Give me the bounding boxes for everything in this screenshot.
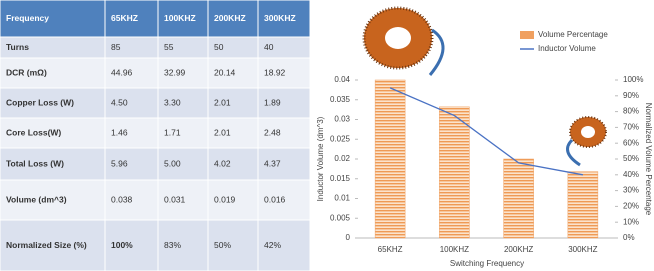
- y2-tick-label: 80%: [623, 107, 639, 116]
- table: Frequency 65KHZ 100KHZ 200KHZ 300KHZ Turns 85 5…: [0, 0, 310, 271]
- cell-text: Turns: [6, 42, 29, 52]
- y-tick-label: 0.03: [334, 115, 350, 124]
- cell-text: 5.96: [111, 158, 128, 168]
- cell-text: 1.71: [164, 127, 181, 137]
- cell-text: Volume (dm^3): [6, 194, 67, 204]
- y-axis-title: Inductor Volume (dm^3): [316, 116, 325, 201]
- header-text: 65KHZ: [111, 13, 138, 23]
- cell-text: 50%: [214, 240, 231, 250]
- y2-tick-label: 30%: [623, 186, 639, 195]
- cell-text: 5.00: [164, 158, 181, 168]
- bar: [439, 107, 469, 238]
- cell-text: 100%: [111, 240, 133, 250]
- bar: [504, 159, 534, 238]
- x-tick-label: 100KHZ: [440, 245, 469, 254]
- page: Frequency 65KHZ 100KHZ 200KHZ 300KHZ Turns 85 5…: [0, 0, 654, 271]
- cell-text: 0.038: [111, 194, 133, 204]
- y-tick-label: 0.04: [334, 75, 350, 84]
- cell-text: 85: [111, 42, 121, 52]
- y2-tick-label: 40%: [623, 170, 639, 179]
- y-tick-label: 0.01: [334, 194, 350, 203]
- cell-text: 4.50: [111, 97, 128, 107]
- y-tick-label: 0.005: [330, 213, 351, 222]
- cell-text: 18.92: [264, 67, 286, 77]
- cell-text: 2.01: [214, 127, 231, 137]
- cell-text: 2.01: [214, 97, 231, 107]
- cell-text: 2.48: [264, 127, 281, 137]
- cell-text: Normalized Size (%): [6, 240, 87, 250]
- cell-text: 0.019: [214, 194, 236, 204]
- cell-text: 4.37: [264, 158, 281, 168]
- cell-text: 40: [264, 42, 274, 52]
- y2-tick-label: 20%: [623, 202, 639, 211]
- x-tick-label: 65KHZ: [378, 245, 403, 254]
- header-text: Frequency: [6, 13, 49, 23]
- cell-text: 20.14: [214, 67, 236, 77]
- cell-text: 0.031: [164, 194, 186, 204]
- line: [390, 88, 583, 175]
- header-text: 200KHZ: [214, 13, 246, 23]
- cell-text: 1.46: [111, 127, 128, 137]
- y2-tick-label: 60%: [623, 138, 639, 147]
- cell-text: 44.96: [111, 67, 133, 77]
- y-tick-label: 0: [346, 233, 351, 242]
- legend-label: Inductor Volume: [538, 44, 596, 53]
- cell-text: 50: [214, 42, 224, 52]
- bar: [568, 172, 598, 238]
- cell-text: Total Loss (W): [6, 158, 64, 168]
- cell-text: 55: [164, 42, 174, 52]
- y2-tick-label: 50%: [623, 154, 639, 163]
- y2-tick-label: 0%: [623, 233, 635, 242]
- x-axis-title: Switching Frequency: [450, 259, 524, 268]
- cell-text: 42%: [264, 240, 281, 250]
- cell-text: 0.016: [264, 194, 286, 204]
- x-tick-label: 200KHZ: [504, 245, 533, 254]
- header-text: 300KHZ: [264, 13, 296, 23]
- y-tick-label: 0.035: [330, 95, 351, 104]
- header-text: 100KHZ: [164, 13, 196, 23]
- y2-axis-title: Normalized Volume Percentage: [644, 103, 653, 216]
- cell-text: 1.89: [264, 97, 281, 107]
- chart: Inductor Volume (dm^3) Normalized Volume…: [316, 30, 653, 268]
- x-tick-label: 300KHZ: [568, 245, 597, 254]
- y2-tick-label: 70%: [623, 123, 639, 132]
- y2-tick-label: 90%: [623, 91, 639, 100]
- legend-label: Volume Percentage: [538, 30, 608, 39]
- cell-text: Core Loss(W): [6, 127, 61, 137]
- cell-text: 83%: [164, 240, 181, 250]
- cell-text: 3.30: [164, 97, 181, 107]
- y-tick-label: 0.02: [334, 154, 350, 163]
- cell-text: Copper Loss (W): [6, 97, 74, 107]
- y2-tick-label: 10%: [623, 217, 639, 226]
- y2-tick-label: 100%: [623, 75, 643, 84]
- y-tick-label: 0.015: [330, 174, 351, 183]
- cell-text: 4.02: [214, 158, 231, 168]
- legend-swatch: [520, 31, 534, 39]
- bar: [375, 80, 405, 238]
- cell-text: 32.99: [164, 67, 186, 77]
- cell-text: DCR (mΩ): [6, 67, 47, 77]
- y-tick-label: 0.025: [330, 134, 351, 143]
